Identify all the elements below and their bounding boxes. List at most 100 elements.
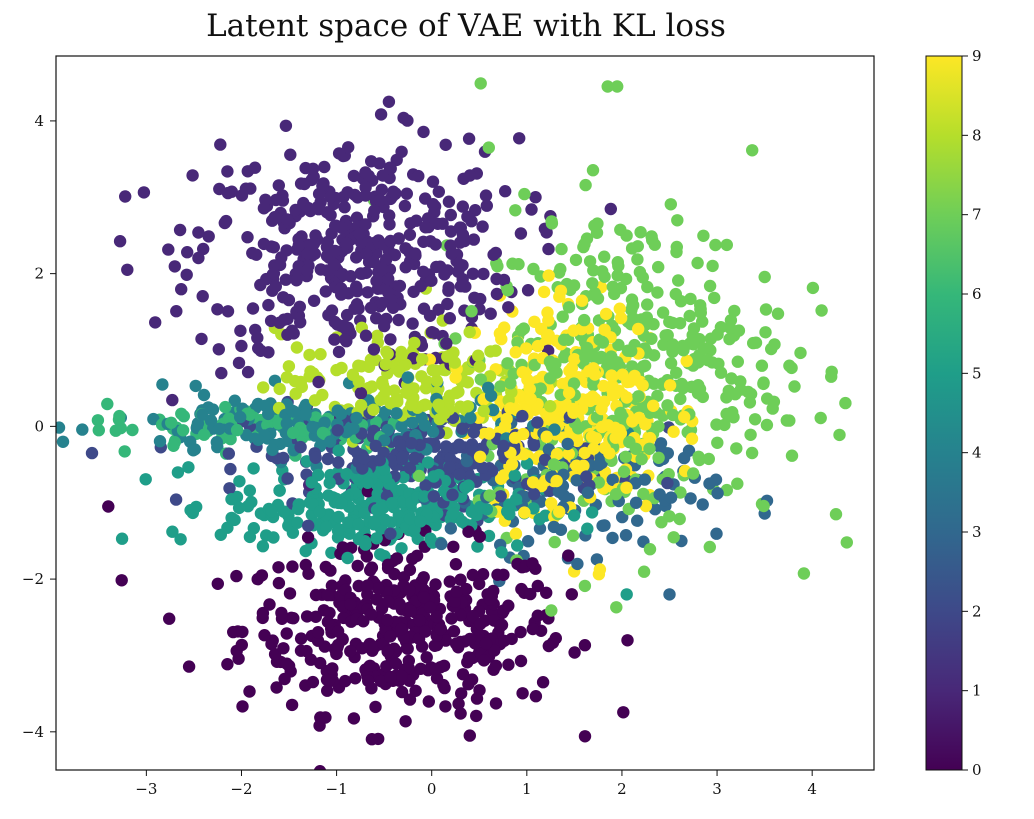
scatter-point [381, 423, 394, 437]
scatter-point [628, 369, 641, 383]
scatter-point [341, 186, 354, 199]
scatter-point [92, 424, 106, 437]
scatter-point [414, 515, 427, 528]
scatter-point [768, 338, 781, 351]
scatter-point [456, 228, 470, 241]
scatter-point [486, 403, 500, 417]
scatter-point [498, 420, 512, 433]
scatter-point [518, 506, 531, 519]
scatter-point [596, 265, 609, 278]
scatter-point [174, 533, 187, 546]
scatter-point [724, 314, 738, 327]
scatter-point [347, 712, 361, 725]
scatter-point [254, 344, 267, 357]
scatter-point [564, 283, 577, 297]
scatter-point [397, 471, 410, 484]
scatter-point [656, 306, 670, 319]
scatter-point [454, 573, 467, 586]
scatter-point [338, 201, 351, 214]
colorbar-tick-label: 5 [972, 364, 982, 382]
scatter-point [466, 609, 480, 623]
scatter-point [230, 569, 243, 583]
scatter-point [401, 371, 414, 384]
scatter-point [578, 579, 592, 593]
scatter-point [439, 634, 452, 647]
scatter-point [369, 700, 382, 714]
scatter-point [467, 233, 480, 246]
scatter-point [371, 582, 385, 595]
scatter-point [709, 238, 722, 252]
scatter-point [443, 461, 456, 474]
scatter-point [408, 451, 421, 465]
scatter-point [413, 614, 426, 627]
scatter-point [357, 615, 370, 628]
scatter-point [508, 469, 521, 482]
scatter-point [356, 462, 369, 475]
scatter-point [344, 598, 357, 611]
scatter-point [639, 499, 653, 513]
scatter-point [335, 497, 348, 510]
scatter-point [663, 510, 676, 523]
scatter-point [749, 336, 763, 349]
scatter-point [456, 668, 470, 681]
scatter-point [370, 274, 383, 288]
scatter-point [491, 260, 504, 273]
scatter-point [710, 418, 723, 431]
scatter-point [435, 537, 448, 551]
scatter-point [589, 432, 603, 445]
scatter-point [293, 300, 306, 313]
scatter-point [395, 145, 408, 158]
scatter-point [548, 410, 561, 424]
scatter-point [586, 390, 599, 403]
scatter-point [550, 447, 564, 461]
colorbar-tick-label: 4 [972, 444, 982, 462]
scatter-point [456, 422, 469, 435]
scatter-point [202, 230, 215, 243]
scatter-point [446, 488, 459, 501]
scatter-point [280, 213, 294, 226]
scatter-point [175, 283, 188, 296]
scatter-point [417, 265, 430, 278]
scatter-point [780, 414, 793, 427]
scatter-point [374, 548, 387, 561]
scatter-point [669, 287, 682, 301]
scatter-point [273, 382, 286, 396]
scatter-point [490, 287, 504, 301]
scatter-point [509, 493, 523, 506]
scatter-point [112, 413, 126, 426]
scatter-point [484, 307, 497, 320]
scatter-point [384, 234, 397, 248]
scatter-point [353, 227, 366, 241]
scatter-point [829, 508, 843, 521]
colorbar-tick-label: 7 [972, 206, 982, 224]
scatter-point [520, 457, 534, 470]
scatter-point [341, 551, 354, 565]
scatter-point [473, 360, 486, 373]
scatter-point [400, 187, 413, 200]
scatter-point [377, 463, 391, 476]
scatter-point [210, 436, 223, 449]
scatter-point [443, 575, 456, 588]
scatter-point [566, 402, 579, 416]
scatter-point [766, 402, 779, 415]
scatter-point [163, 612, 176, 625]
scatter-point [565, 361, 579, 375]
scatter-point [483, 489, 496, 502]
scatter-point [631, 514, 644, 527]
scatter-point [299, 558, 312, 572]
scatter-point [381, 645, 394, 658]
scatter-point [369, 439, 382, 453]
scatter-point [527, 439, 541, 452]
scatter-point [228, 394, 241, 407]
scatter-point [197, 428, 211, 441]
scatter-point [652, 451, 665, 464]
scatter-point [684, 492, 697, 505]
scatter-point [374, 108, 388, 121]
scatter-point [246, 246, 259, 260]
scatter-point [190, 500, 203, 514]
scatter-point [529, 690, 543, 703]
scatter-point [664, 357, 678, 370]
scatter-point [568, 646, 581, 659]
scatter-point [321, 588, 334, 602]
scatter-point [56, 421, 66, 434]
